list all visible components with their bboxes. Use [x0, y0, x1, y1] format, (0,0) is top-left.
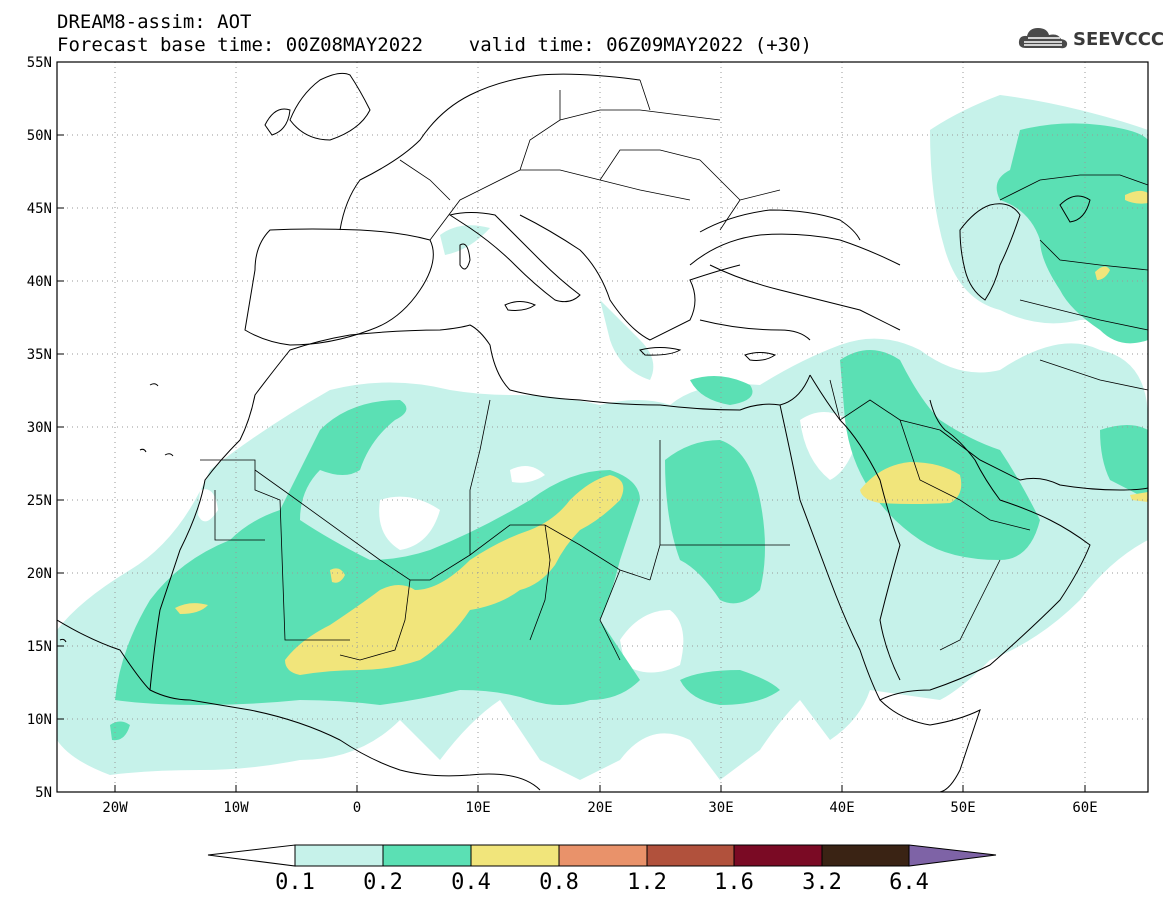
colorbar-swatch [733, 844, 823, 867]
colorbar-swatch [382, 844, 472, 867]
colorbar-low-arrow [207, 844, 296, 867]
seevccc-logo: SEEVCCC [1016, 22, 1164, 56]
cloud-icon [1018, 28, 1068, 49]
borders [200, 79, 1148, 661]
lon-label: 20E [587, 800, 612, 816]
lon-label: 0 [353, 800, 361, 816]
colorbar-high-arrow [908, 844, 997, 867]
lat-label: 30N [27, 420, 52, 436]
aot-level-0.4 [175, 190, 1148, 675]
lat-label: 5N [35, 785, 52, 801]
colorbar-label: 0.4 [451, 870, 491, 895]
lat-label: 40N [27, 274, 52, 290]
colorbar-label: 6.4 [889, 870, 929, 895]
longitude-labels: 20W 10W 0 10E 20E 30E 40E 50E 60E [102, 800, 1097, 816]
colorbar-swatch [821, 844, 910, 867]
coastlines [57, 72, 1148, 792]
lat-label: 15N [27, 639, 52, 655]
colorbar-label: 0.1 [275, 870, 315, 895]
lat-label: 25N [27, 493, 52, 509]
aot-field [57, 95, 1148, 780]
lon-label: 20W [102, 800, 128, 816]
colorbar-label: 1.2 [627, 870, 667, 895]
colorbar [207, 844, 997, 867]
lat-label: 35N [27, 347, 52, 363]
lat-label: 55N [27, 55, 52, 71]
lat-label: 50N [27, 128, 52, 144]
colorbar-swatch [558, 844, 648, 867]
lat-label: 20N [27, 566, 52, 582]
tick-marks [57, 61, 1086, 793]
aot-gaps [198, 412, 860, 673]
logo-text: SEEVCCC [1073, 28, 1165, 50]
lat-label: 10N [27, 712, 52, 728]
latitude-labels: 55N 50N 45N 40N 35N 30N 25N 20N 15N 10N … [27, 55, 52, 801]
lon-label: 60E [1072, 800, 1097, 816]
aot-level-0.2 [110, 123, 1148, 741]
lon-label: 30E [708, 800, 733, 816]
map-title: DREAM8-assim: AOT [57, 11, 252, 33]
colorbar-label: 1.6 [714, 870, 754, 895]
lat-label: 45N [27, 201, 52, 217]
colorbar-label: 0.2 [363, 870, 403, 895]
lon-label: 50E [950, 800, 975, 816]
lon-label: 10E [465, 800, 490, 816]
colorbar-swatch [294, 844, 384, 867]
colorbar-label: 3.2 [802, 870, 842, 895]
colorbar-swatch [646, 844, 735, 867]
colorbar-swatch [470, 844, 560, 867]
lon-label: 10W [223, 800, 249, 816]
colorbar-label: 0.8 [539, 870, 579, 895]
forecast-time-line: Forecast base time: 00Z08MAY2022 valid t… [57, 34, 812, 56]
lon-label: 40E [829, 800, 854, 816]
